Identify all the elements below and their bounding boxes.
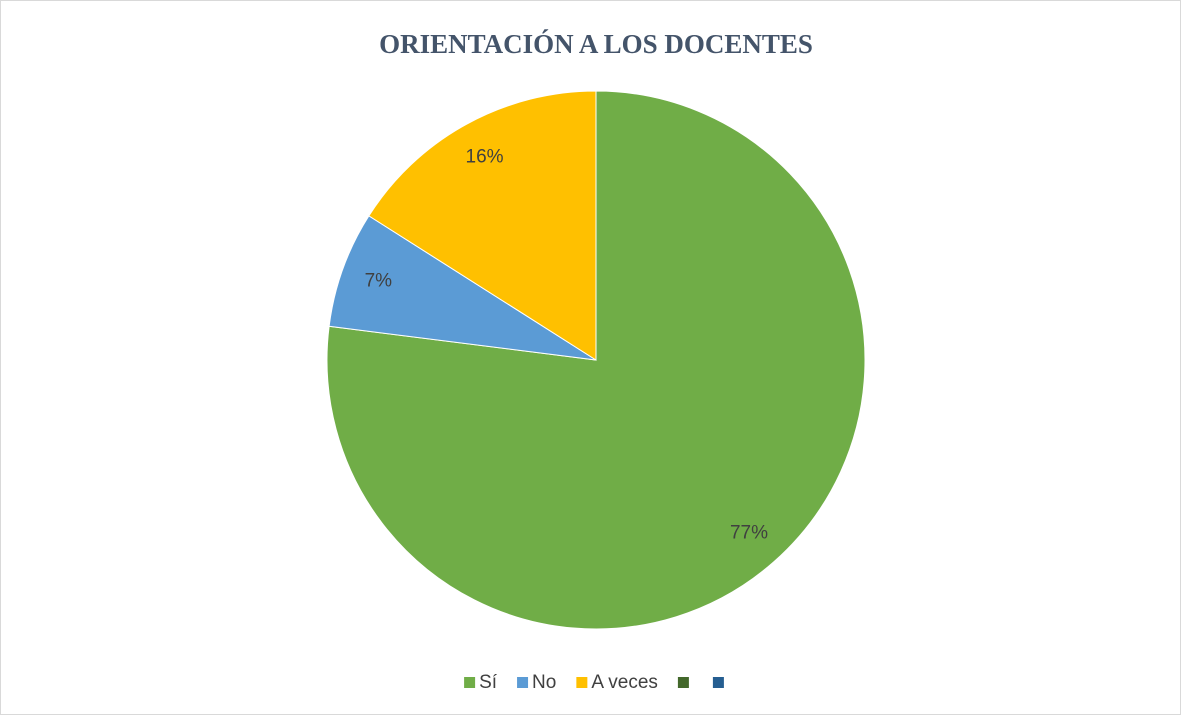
legend-swatch xyxy=(712,677,724,688)
legend-swatch xyxy=(576,677,588,688)
legend-swatch xyxy=(517,677,529,688)
data-label: 77% xyxy=(730,523,768,544)
chart-title: ORIENTACIÓN A LOS DOCENTES xyxy=(379,29,813,59)
legend: Sí No A veces xyxy=(464,672,724,693)
legend-label: A veces xyxy=(591,672,658,693)
data-label: 16% xyxy=(466,146,504,167)
data-label: 7% xyxy=(365,271,393,292)
legend-swatch xyxy=(677,677,689,688)
legend-label: No xyxy=(532,672,556,693)
pie-slice xyxy=(368,90,597,361)
legend-label: Sí xyxy=(479,672,498,693)
legend-swatch xyxy=(464,677,476,688)
pie-slice xyxy=(328,215,597,361)
